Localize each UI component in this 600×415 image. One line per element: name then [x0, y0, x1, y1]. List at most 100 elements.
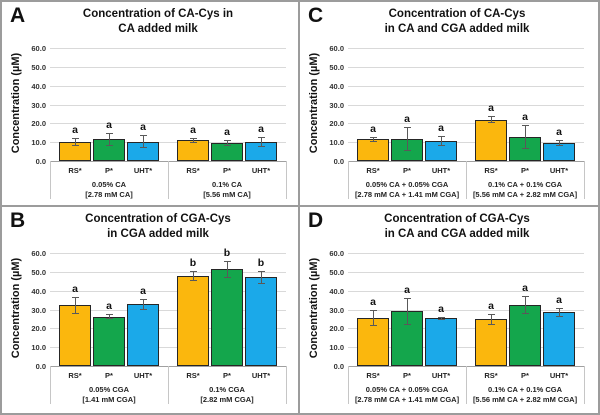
- y-tick-label: 30.0: [329, 100, 344, 110]
- chart-title-line2: in CA and CGA added milk: [384, 228, 530, 240]
- gridline: [50, 66, 286, 68]
- error-bar-cap-top: [369, 310, 377, 312]
- significance-letter: a: [140, 121, 146, 134]
- group-label-line1: 0.1% CA + 0.1% CGA: [487, 385, 563, 394]
- error-bar-cap-top: [521, 295, 529, 297]
- error-bar-cap-bottom: [487, 122, 495, 124]
- error-bar-cap-top: [487, 115, 495, 117]
- category-label: RS*: [186, 371, 200, 380]
- error-bar-cap-bottom: [403, 150, 411, 152]
- y-tick-label: 30.0: [31, 100, 46, 110]
- error-bar: [373, 310, 374, 326]
- gridline: [50, 48, 286, 49]
- gridline: [348, 66, 584, 68]
- significance-letter: a: [488, 101, 494, 114]
- error-bar-cap-top: [403, 127, 411, 129]
- error-bar-cap-top: [139, 135, 147, 137]
- error-bar: [373, 137, 374, 142]
- error-bar-cap-top: [189, 137, 197, 139]
- error-bar: [407, 297, 408, 326]
- error-bar: [261, 137, 262, 147]
- gridline: [50, 253, 286, 254]
- category-separator: [466, 366, 467, 404]
- significance-letter: b: [257, 257, 265, 270]
- significance-letter: a: [370, 296, 376, 309]
- error-bar-cap-bottom: [223, 145, 231, 147]
- y-tick-label: 0.0: [333, 362, 344, 371]
- chart-title-line2: CA added milk: [118, 23, 198, 35]
- error-bar: [441, 135, 442, 147]
- significance-letter: b: [189, 257, 197, 270]
- significance-letter: a: [140, 284, 146, 297]
- bar-uht: [127, 304, 159, 366]
- error-bar: [407, 127, 408, 152]
- y-tick-label: 20.0: [329, 324, 344, 334]
- y-tick-label: 0.0: [333, 157, 344, 166]
- significance-letter: a: [404, 113, 410, 126]
- category-separator: [466, 161, 467, 199]
- error-bar-cap-top: [105, 313, 113, 315]
- error-bar-cap-top: [403, 297, 411, 299]
- y-tick-label: 30.0: [31, 305, 46, 315]
- gridline: [50, 271, 286, 273]
- y-tick-label: 50.0: [31, 62, 46, 72]
- bar-p: [509, 304, 541, 366]
- bar-uht: [425, 318, 457, 366]
- significance-letter: a: [72, 282, 78, 295]
- y-tick-label: 50.0: [329, 62, 344, 72]
- significance-letter: a: [190, 123, 196, 136]
- category-label: P*: [105, 166, 113, 175]
- y-tick-label: 60.0: [31, 44, 46, 53]
- significance-letter: a: [404, 283, 410, 296]
- chart-title-line1: Concentration of CGA-Cys: [384, 213, 530, 225]
- category-label: UHT*: [133, 371, 153, 380]
- y-tick-label: 40.0: [31, 81, 46, 91]
- error-bar-cap-top: [223, 260, 231, 262]
- bar-p: [391, 311, 423, 366]
- gridline: [50, 328, 286, 330]
- category-label: P*: [105, 371, 113, 380]
- category-separator: [50, 161, 51, 199]
- category-label: P*: [403, 371, 411, 380]
- error-bar: [227, 140, 228, 147]
- error-bar-cap-top: [437, 316, 445, 318]
- chart-title: Concentration of CGA-Cys in CA and CGA a…: [322, 212, 592, 242]
- significance-letter: a: [438, 302, 444, 315]
- y-tick-label: 60.0: [329, 249, 344, 258]
- y-tick-label: 0.0: [35, 157, 46, 166]
- gridline: [50, 309, 286, 311]
- chart-title-line2: in CGA added milk: [107, 228, 209, 240]
- bar-rs: [177, 140, 209, 161]
- category-label: RS*: [366, 166, 380, 175]
- bar-rs: [59, 305, 91, 366]
- error-bar: [75, 138, 76, 146]
- significance-letter: a: [488, 300, 494, 313]
- panel-letter: A: [10, 4, 26, 27]
- group-label-line1: 0.05% CA + 0.05% CGA: [365, 385, 449, 394]
- significance-letter: a: [224, 126, 230, 139]
- category-separator: [584, 366, 585, 404]
- error-bar: [525, 125, 526, 149]
- gridline: [348, 48, 584, 49]
- error-bar-cap-top: [369, 137, 377, 139]
- error-bar: [193, 137, 194, 143]
- panel-letter: B: [10, 209, 26, 232]
- category-label: UHT*: [549, 371, 569, 380]
- y-tick-label: 0.0: [35, 362, 46, 371]
- category-label: UHT*: [431, 166, 451, 175]
- error-bar-cap-bottom: [257, 145, 265, 147]
- panel-b: B Concentration of CGA-Cys in CGA added …: [2, 207, 300, 413]
- y-tick-label: 20.0: [31, 119, 46, 129]
- bar-uht: [543, 312, 575, 366]
- category-separator: [168, 366, 169, 404]
- panel-d: D Concentration of CGA-Cys in CA and CGA…: [300, 207, 598, 413]
- error-bar-cap-bottom: [257, 282, 265, 284]
- group-label-line2: [2.78 mM CA + 1.41 mM CGA]: [354, 190, 460, 199]
- category-separator: [50, 366, 51, 404]
- group-label-line2: [5.56 mM CA + 2.82 mM CGA]: [472, 190, 578, 199]
- chart-title-line1: Concentration of CA-Cys: [388, 8, 526, 20]
- gridline: [50, 104, 286, 106]
- category-label: P*: [521, 166, 529, 175]
- error-bar-cap-bottom: [369, 324, 377, 326]
- category-separator: [348, 161, 349, 199]
